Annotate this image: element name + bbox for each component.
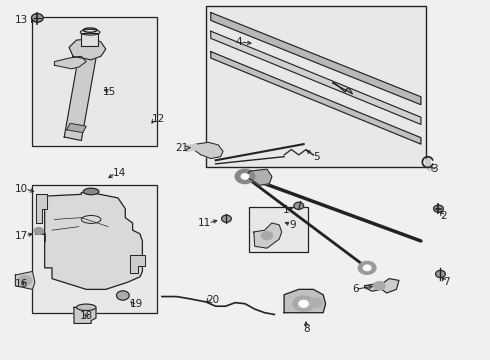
Text: 9: 9 <box>289 220 295 230</box>
Text: 6: 6 <box>352 284 359 294</box>
Polygon shape <box>211 51 421 144</box>
Text: 14: 14 <box>113 168 126 178</box>
Polygon shape <box>184 144 198 151</box>
Circle shape <box>358 261 376 274</box>
Circle shape <box>31 14 43 22</box>
Bar <box>32 185 157 313</box>
Polygon shape <box>211 13 421 105</box>
Circle shape <box>299 300 309 307</box>
Polygon shape <box>67 123 86 133</box>
Circle shape <box>117 291 129 300</box>
Text: 8: 8 <box>304 324 310 334</box>
Polygon shape <box>36 194 47 223</box>
Polygon shape <box>69 39 106 60</box>
Text: 7: 7 <box>443 277 449 287</box>
Circle shape <box>235 169 255 184</box>
Polygon shape <box>365 279 399 293</box>
Text: 11: 11 <box>197 218 211 228</box>
Text: 20: 20 <box>206 295 219 305</box>
Polygon shape <box>245 169 272 185</box>
Polygon shape <box>64 54 96 140</box>
Ellipse shape <box>76 304 96 311</box>
Bar <box>249 207 308 252</box>
Text: 17: 17 <box>14 231 27 240</box>
Text: 1: 1 <box>282 206 289 216</box>
Polygon shape <box>130 255 145 273</box>
Polygon shape <box>426 157 431 171</box>
Polygon shape <box>194 142 223 158</box>
Text: 5: 5 <box>314 152 320 162</box>
Text: 3: 3 <box>431 164 437 174</box>
Text: 21: 21 <box>175 143 189 153</box>
Polygon shape <box>15 271 35 289</box>
Text: 12: 12 <box>152 114 166 124</box>
Polygon shape <box>284 289 326 313</box>
Circle shape <box>34 227 44 234</box>
Circle shape <box>241 174 249 179</box>
Bar <box>206 6 426 167</box>
Text: 10: 10 <box>14 184 27 194</box>
Circle shape <box>294 202 304 210</box>
Polygon shape <box>54 56 86 69</box>
Circle shape <box>309 298 323 308</box>
Circle shape <box>18 275 32 285</box>
Circle shape <box>436 270 445 278</box>
Circle shape <box>261 231 273 240</box>
Circle shape <box>363 265 371 271</box>
Text: 18: 18 <box>79 311 93 321</box>
Text: 2: 2 <box>441 211 447 221</box>
Polygon shape <box>81 33 98 45</box>
Polygon shape <box>254 223 282 248</box>
Circle shape <box>293 296 315 312</box>
Circle shape <box>221 215 231 222</box>
Ellipse shape <box>83 188 99 195</box>
Text: 16: 16 <box>14 279 27 289</box>
Text: 15: 15 <box>103 87 117 97</box>
Polygon shape <box>211 31 421 125</box>
Polygon shape <box>74 307 96 323</box>
Circle shape <box>434 205 443 212</box>
Text: 4: 4 <box>236 37 243 47</box>
Circle shape <box>373 282 385 290</box>
Bar <box>32 17 157 146</box>
Text: 19: 19 <box>130 299 144 309</box>
Polygon shape <box>45 193 143 289</box>
Polygon shape <box>333 81 352 94</box>
Text: 13: 13 <box>14 15 27 26</box>
